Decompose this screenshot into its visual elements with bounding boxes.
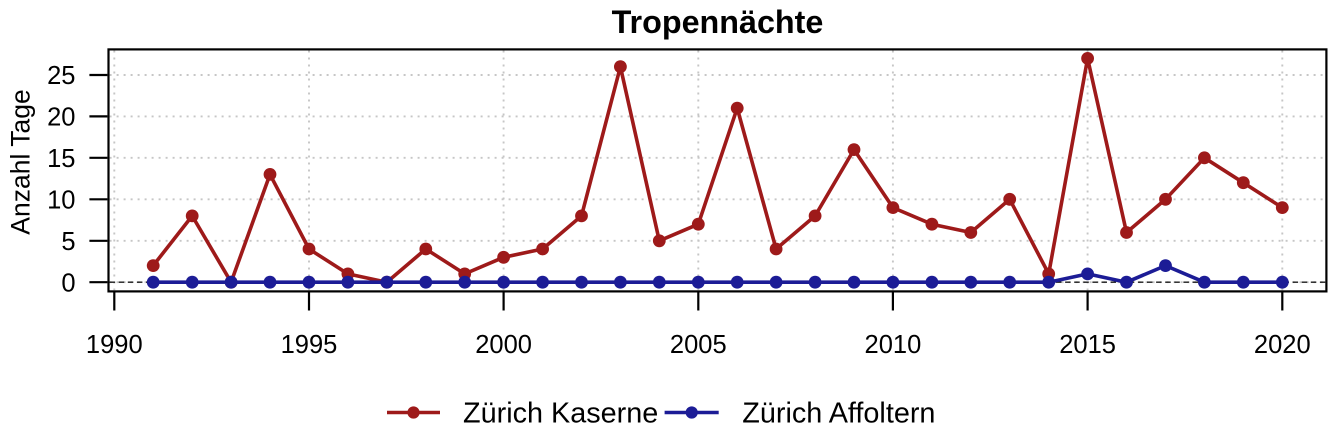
svg-text:25: 25	[47, 62, 75, 90]
svg-text:5: 5	[61, 228, 75, 256]
svg-text:2020: 2020	[1254, 331, 1311, 359]
svg-text:2015: 2015	[1059, 331, 1116, 359]
svg-text:Zürich Affoltern: Zürich Affoltern	[742, 398, 935, 429]
svg-text:1995: 1995	[281, 331, 338, 359]
svg-text:Zürich Kaserne: Zürich Kaserne	[463, 398, 658, 429]
svg-text:1990: 1990	[86, 331, 143, 359]
svg-text:2010: 2010	[865, 331, 922, 359]
svg-text:Tropennächte: Tropennächte	[612, 4, 824, 40]
svg-text:Anzahl Tage: Anzahl Tage	[6, 89, 36, 234]
svg-text:15: 15	[47, 145, 75, 173]
svg-text:0: 0	[61, 269, 75, 297]
svg-text:20: 20	[47, 104, 75, 132]
svg-text:2000: 2000	[475, 331, 532, 359]
svg-text:10: 10	[47, 187, 75, 215]
svg-text:2005: 2005	[670, 331, 727, 359]
